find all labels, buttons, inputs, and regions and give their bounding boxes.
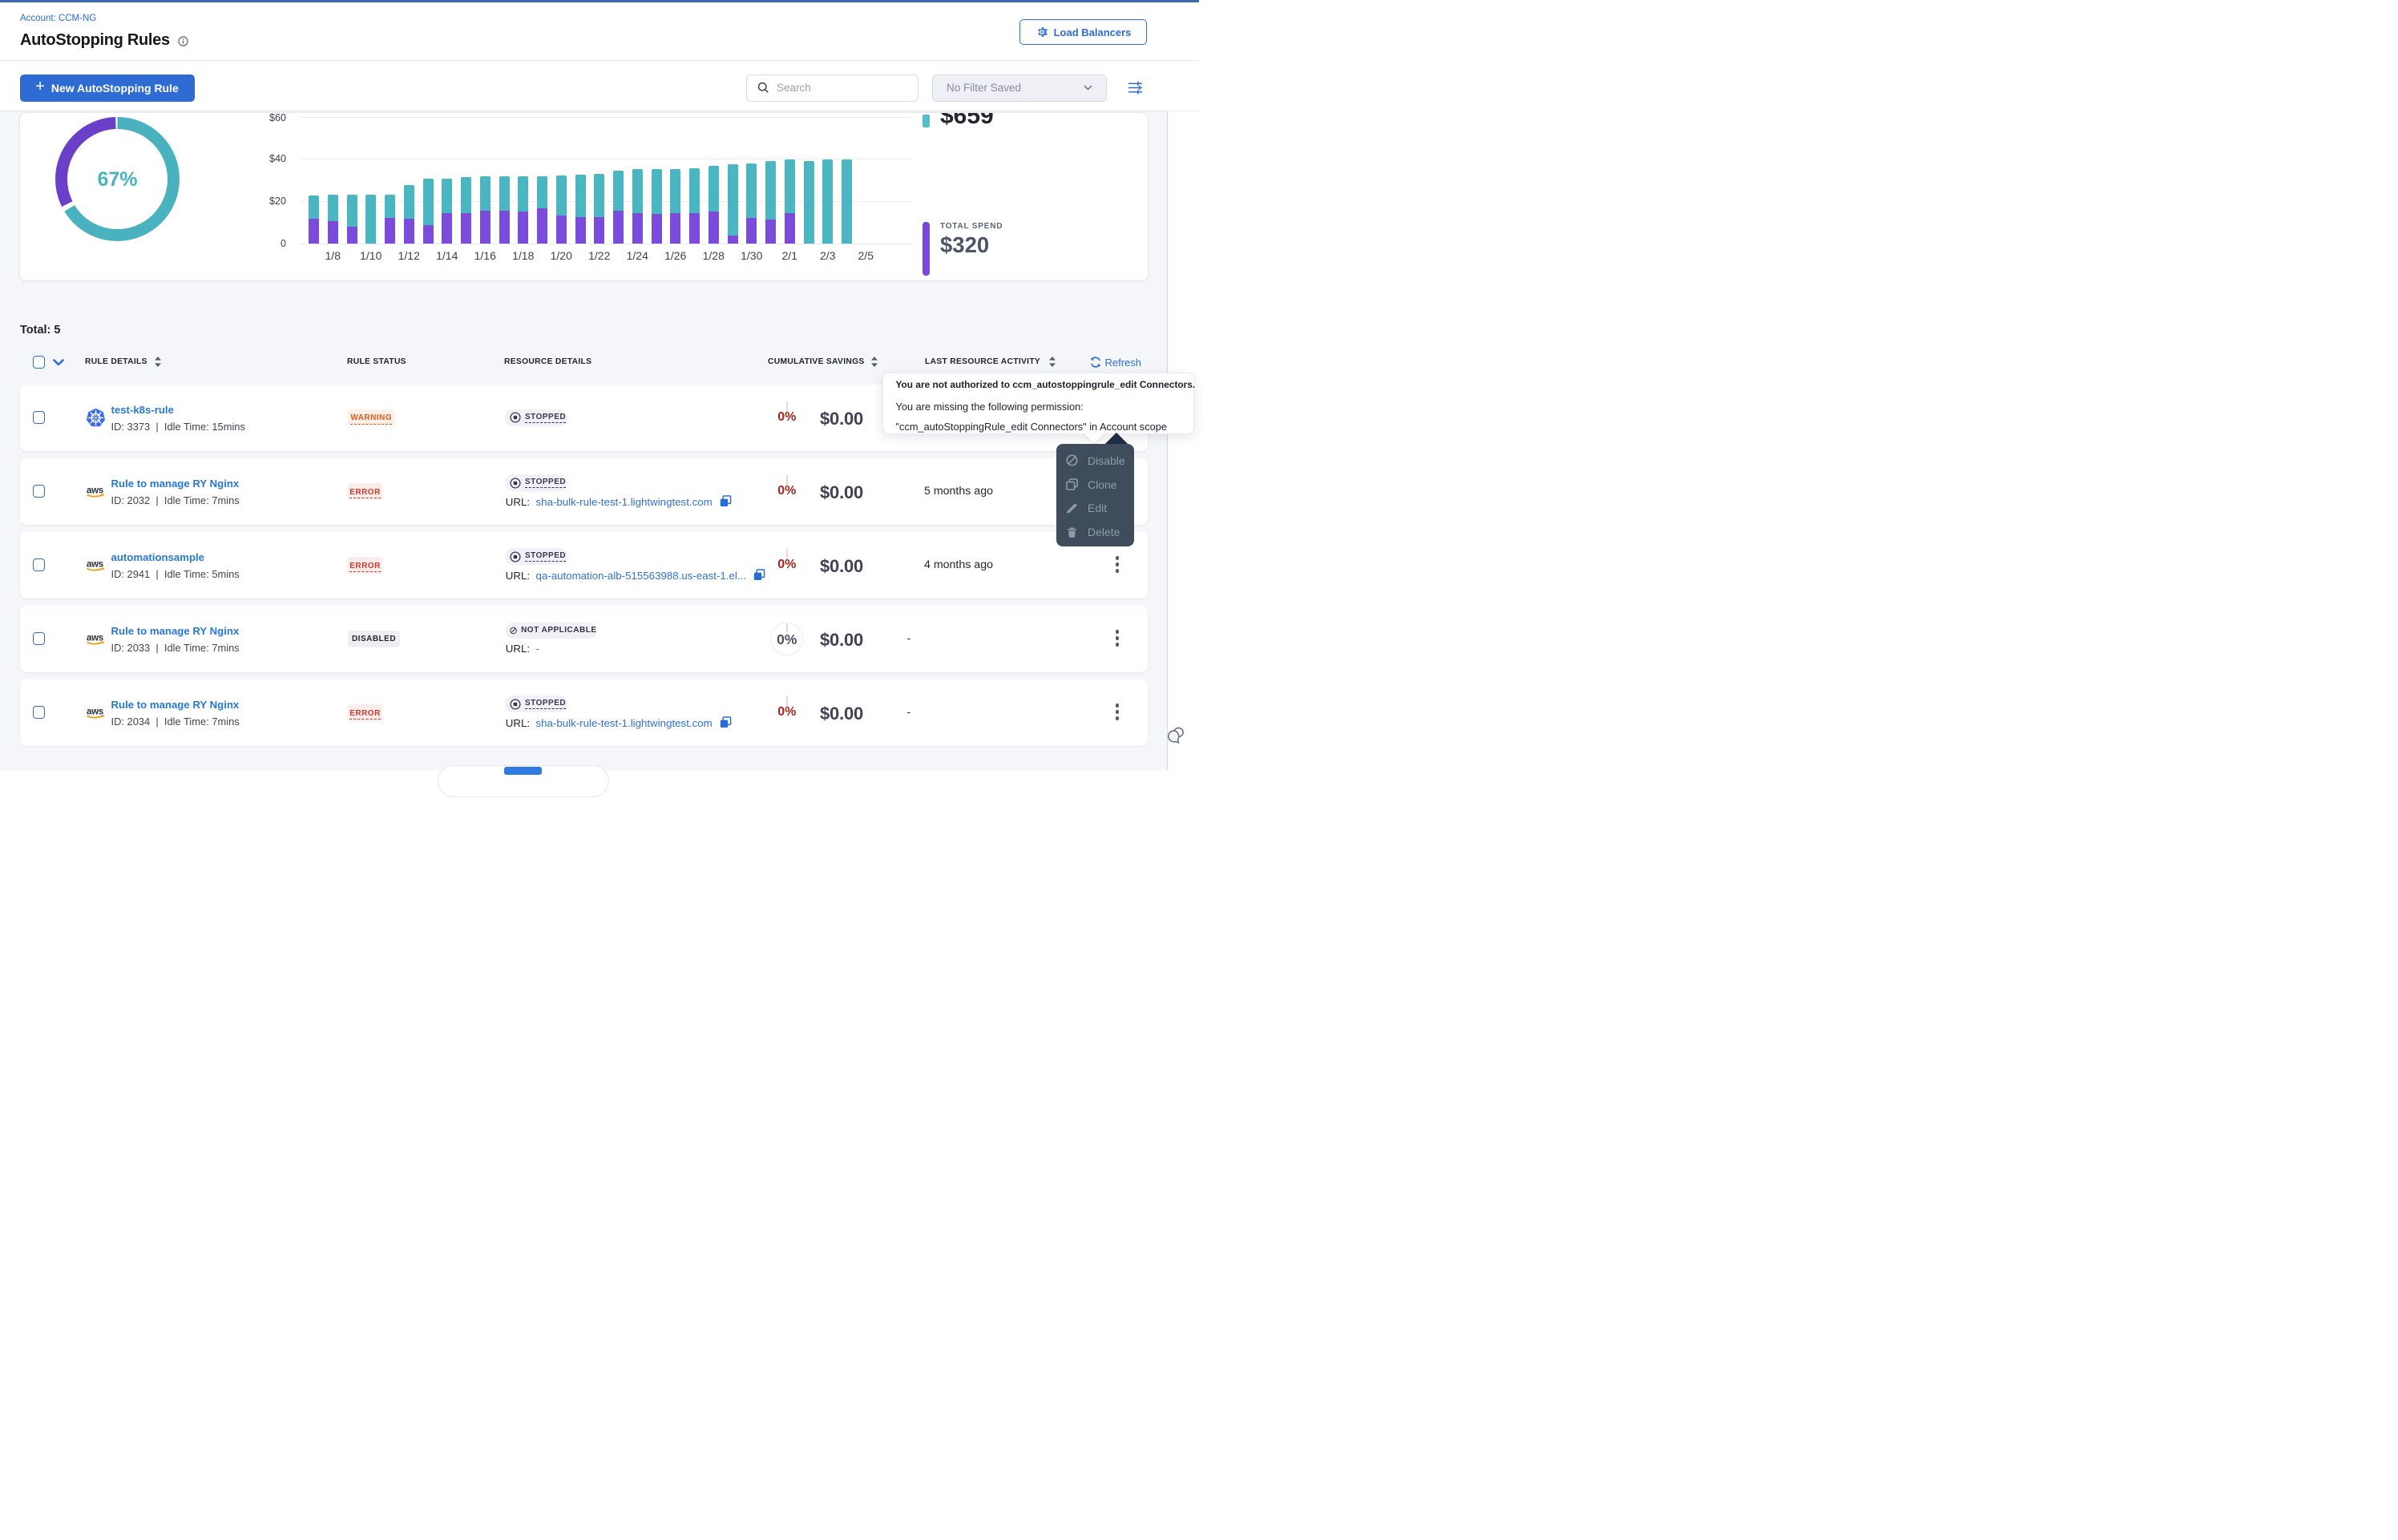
svg-text:aws: aws: [87, 486, 103, 495]
svg-text:aws: aws: [87, 559, 103, 569]
svg-text:aws: aws: [87, 707, 103, 716]
svg-text:aws: aws: [87, 633, 103, 643]
